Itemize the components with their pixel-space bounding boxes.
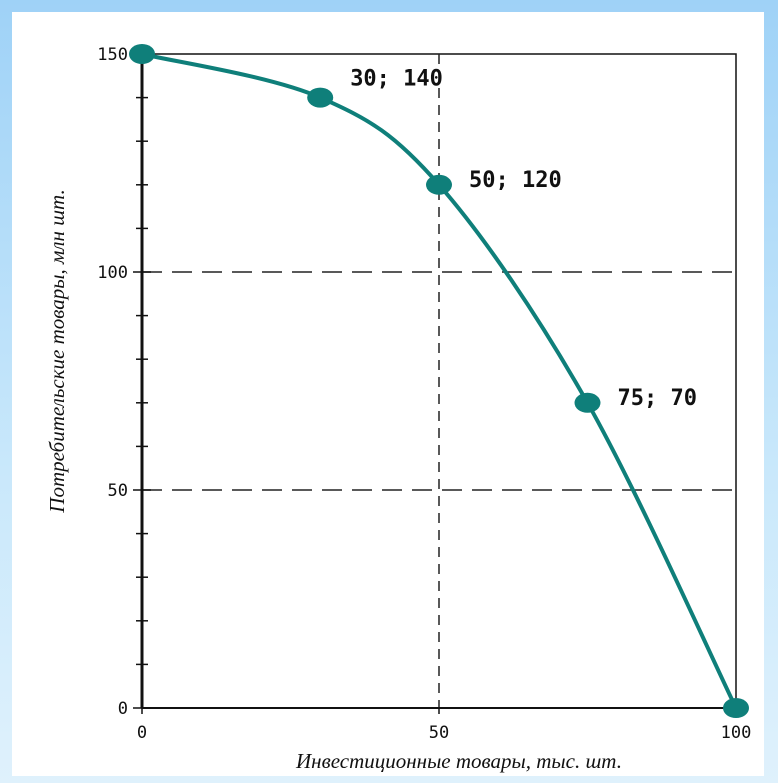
data-label: 75; 70 (618, 386, 697, 411)
y-tick-label: 50 (108, 481, 128, 501)
y-axis-title: Потребительские товары, млн шт. (45, 189, 69, 513)
x-axis-title: Инвестиционные товары, тыс. шт. (295, 749, 622, 773)
data-point (426, 174, 452, 195)
data-point (307, 87, 334, 108)
x-tick-label: 50 (429, 723, 449, 743)
grid-lines (142, 54, 736, 708)
data-label: 30; 140 (350, 67, 443, 92)
y-tick-label: 100 (97, 263, 128, 283)
data-point (574, 392, 601, 413)
chart-frame: 0 50 100 0 50 100 150 30; 140 50; 120 75; 70 Ин… (12, 12, 764, 776)
y-tick-labels: 0 50 100 150 (97, 45, 128, 719)
y-tick-label: 150 (97, 45, 128, 65)
y-tick-label: 0 (118, 699, 128, 719)
x-tick-label: 100 (721, 723, 752, 743)
series-line (141, 52, 738, 709)
data-points (129, 44, 749, 718)
x-tick-label: 0 (137, 723, 147, 743)
data-label: 50; 120 (469, 168, 562, 193)
data-point (129, 44, 155, 64)
production-possibilities-chart: 0 50 100 0 50 100 150 30; 140 50; 120 75; 70 Ин… (45, 44, 751, 773)
data-point (723, 698, 749, 718)
data-labels: 30; 140 50; 120 75; 70 (350, 67, 697, 411)
x-tick-labels: 0 50 100 (137, 708, 751, 743)
